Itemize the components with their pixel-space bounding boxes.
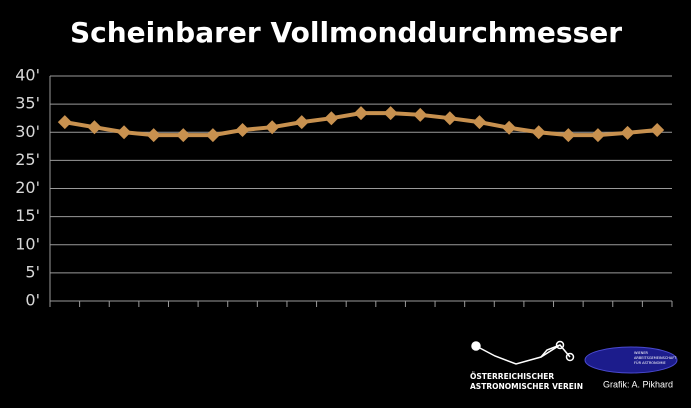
marker [650, 123, 665, 137]
marker [235, 123, 250, 137]
marker [620, 125, 635, 140]
marker [442, 111, 457, 126]
marker [205, 128, 220, 143]
constellation [540, 344, 561, 358]
star [471, 341, 481, 351]
marker [324, 111, 339, 126]
star [555, 340, 565, 350]
y-tick-label: 30' [15, 122, 40, 141]
marker [383, 106, 398, 121]
marker [117, 125, 132, 140]
marker [176, 128, 191, 143]
marker [146, 128, 161, 143]
logo-text: FÜR ASTRONOMIE [634, 360, 666, 365]
marker [561, 128, 576, 143]
star [565, 352, 575, 362]
marker [472, 115, 487, 130]
logo-text: ARBEITSGEMEINSCHAFT [634, 356, 677, 360]
y-tick-label: 15' [15, 206, 40, 225]
chart-title: Scheinbarer Vollmonddurchmesser [70, 16, 622, 49]
marker [502, 120, 517, 135]
marker [294, 115, 309, 130]
marker [87, 120, 102, 135]
logo-oav [471, 340, 575, 365]
marker [531, 125, 546, 140]
y-tick-label: 20' [15, 178, 40, 197]
marker [354, 106, 368, 121]
marker [413, 107, 428, 122]
credit: Grafik: A. Pikhard [603, 379, 673, 389]
y-tick-label: 25' [15, 150, 40, 169]
y-tick-label: 35' [15, 94, 40, 113]
logo-text: ÖSTERREICHISCHER [470, 372, 554, 381]
y-tick-label: 40' [15, 66, 40, 85]
marker [590, 128, 605, 143]
logo-text: ASTRONOMISCHER VEREIN [470, 382, 583, 391]
logo-text: WIENER [634, 351, 649, 355]
y-tick-label: 0' [25, 291, 40, 310]
y-tick-label: 10' [15, 234, 40, 253]
logo-wag [584, 346, 678, 374]
marker [265, 120, 280, 135]
constellation [475, 344, 571, 365]
y-tick-label: 5' [25, 262, 40, 281]
marker [57, 115, 72, 130]
